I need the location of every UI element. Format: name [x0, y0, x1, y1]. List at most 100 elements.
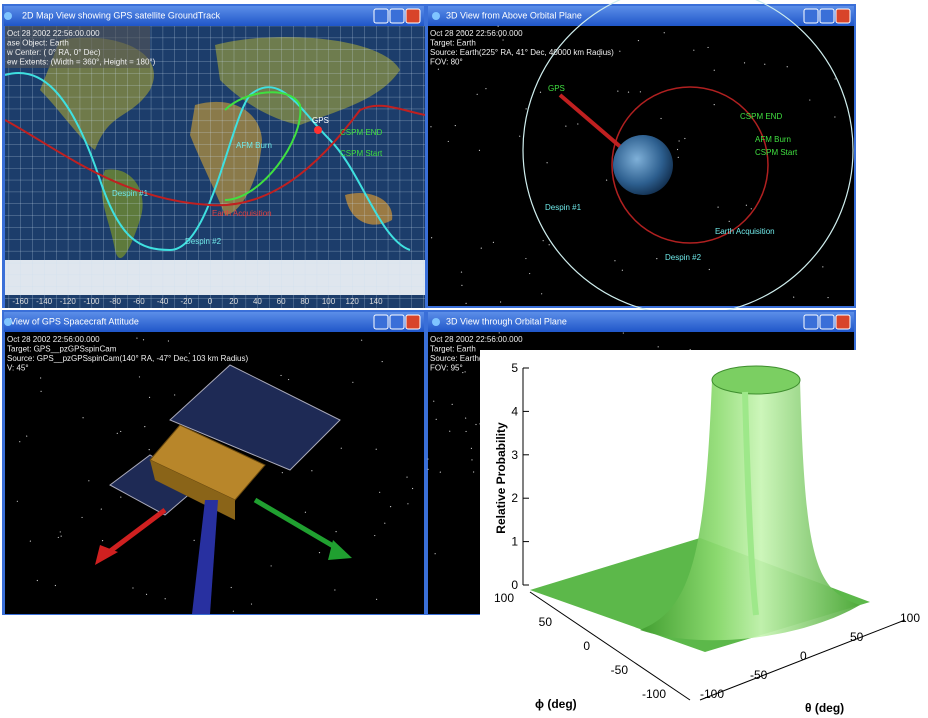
star: [167, 340, 170, 342]
z-tick-label: 0: [511, 578, 518, 592]
star: [430, 237, 433, 239]
star: [60, 535, 62, 537]
window-button[interactable]: [803, 8, 819, 24]
z-tick-label: 2: [511, 491, 518, 505]
star: [439, 471, 441, 473]
star: [614, 260, 616, 262]
map-tick-label: 0: [208, 297, 213, 306]
star: [142, 339, 145, 341]
window-button[interactable]: [803, 314, 819, 330]
map-tick-label: -60: [133, 297, 145, 306]
star: [485, 88, 487, 90]
phi-tick-label: 100: [494, 591, 514, 605]
info-line: Target: Earth: [430, 39, 476, 48]
z-tick-label: 4: [511, 404, 518, 418]
window-title: 2D Map View showing GPS satellite Ground…: [22, 10, 221, 20]
info-line: Source: Earth(225° RA, 41° Dec, 40000 km…: [430, 48, 614, 57]
star: [492, 241, 495, 243]
theta-tick-label: -100: [700, 687, 724, 701]
star: [288, 378, 290, 381]
window-button[interactable]: [389, 314, 405, 330]
star: [437, 68, 439, 70]
axis-arrow: [253, 497, 342, 553]
window-icon: [4, 12, 12, 20]
star: [621, 269, 623, 271]
star: [461, 284, 463, 286]
star: [678, 140, 680, 142]
star: [637, 39, 640, 42]
map-label: Despin #1: [112, 189, 149, 198]
window-button[interactable]: [819, 8, 835, 24]
star: [311, 470, 313, 472]
star: [822, 266, 824, 268]
star: [148, 396, 151, 398]
star: [786, 66, 788, 68]
window-button[interactable]: [405, 314, 421, 330]
star: [465, 430, 467, 433]
map-label: AFM Burn: [236, 141, 272, 150]
map-tick-label: 100: [322, 297, 336, 306]
star: [464, 371, 466, 373]
window-map: 2D Map View showing GPS satellite Ground…: [2, 4, 426, 308]
star: [59, 531, 61, 533]
map-label: CSPM Start: [340, 149, 383, 158]
star: [834, 78, 836, 80]
orbit-label: GPS: [548, 84, 565, 93]
star: [88, 480, 90, 482]
theta-axis-label: θ (deg): [805, 701, 844, 715]
star: [499, 301, 502, 303]
star: [334, 589, 336, 591]
window-icon: [432, 12, 440, 20]
star: [525, 108, 527, 110]
star: [430, 126, 432, 128]
phi-tick-label: 50: [539, 615, 553, 629]
ground-track: [5, 71, 411, 252]
spacecraft-bus: [149, 424, 266, 501]
star: [476, 93, 478, 95]
antarctica: [5, 260, 425, 295]
star: [232, 610, 234, 612]
map-tick-label: -100: [83, 297, 100, 306]
orbit-label: AFM Burn: [755, 135, 791, 144]
info-line: Oct 28 2002 22:56:00.000: [7, 29, 100, 38]
star: [663, 32, 665, 34]
window-button[interactable]: [373, 314, 389, 330]
info-line: ew Extents: (Width = 360°, Height = 180°…: [7, 58, 156, 67]
star: [136, 337, 138, 339]
star: [478, 149, 481, 151]
ground-track: [5, 104, 425, 207]
star: [120, 430, 122, 433]
star: [120, 496, 122, 498]
star: [764, 63, 766, 65]
star: [304, 511, 307, 513]
map-tick-label: 80: [300, 297, 309, 306]
continent: [345, 192, 393, 225]
info-line: FOV: 95°: [430, 364, 463, 373]
star: [101, 540, 104, 542]
star: [375, 448, 377, 450]
title-bar: [428, 312, 854, 332]
window-button[interactable]: [405, 8, 421, 24]
window-above: 3D View from Above Orbital Plane GPS CSP…: [426, 0, 856, 316]
star: [577, 123, 579, 125]
axis-arrow: [328, 540, 352, 560]
star: [352, 381, 354, 383]
star: [335, 530, 337, 533]
map-label: Despin #2: [185, 237, 222, 246]
theta-tick-label: 50: [850, 630, 864, 644]
window-button[interactable]: [389, 8, 405, 24]
title-bar: [4, 6, 424, 26]
window-button[interactable]: [835, 314, 851, 330]
star: [451, 403, 453, 406]
surface-rim: [711, 365, 801, 395]
star: [541, 293, 543, 295]
star: [548, 244, 550, 246]
window-button[interactable]: [835, 8, 851, 24]
window-button[interactable]: [373, 8, 389, 24]
star: [622, 332, 624, 334]
window-button[interactable]: [819, 314, 835, 330]
star: [389, 506, 392, 508]
star: [250, 603, 253, 605]
orbit-label: Earth Acquisition: [715, 227, 775, 236]
window-title: View of GPS Spacecraft Attitude: [10, 316, 139, 326]
